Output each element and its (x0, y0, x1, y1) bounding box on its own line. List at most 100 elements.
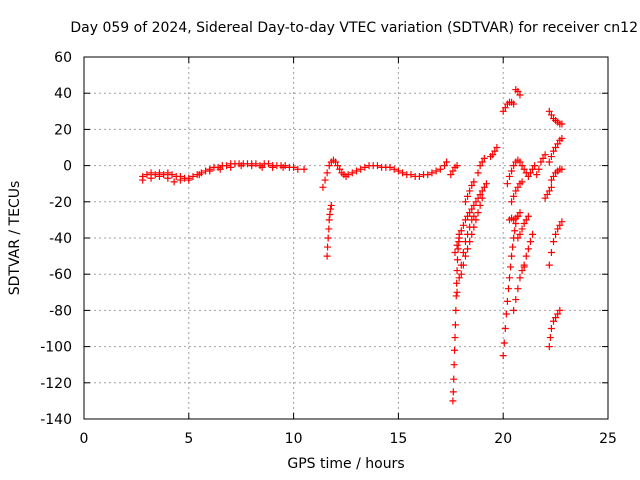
data-point (321, 176, 329, 184)
y-tick-label: -120 (40, 376, 72, 392)
data-point (554, 140, 562, 148)
data-point (511, 227, 519, 235)
data-point (453, 267, 461, 275)
data-point (516, 91, 524, 99)
data-point (510, 306, 518, 314)
data-point (545, 343, 553, 351)
data-point (447, 171, 455, 179)
data-point (505, 274, 513, 282)
data-point (436, 165, 444, 173)
data-point (505, 172, 513, 180)
data-point (503, 297, 511, 305)
data-points (139, 86, 566, 405)
data-point (407, 171, 415, 179)
data-point (195, 171, 203, 179)
data-point (480, 154, 488, 162)
data-point (319, 183, 327, 191)
data-point (529, 230, 537, 238)
data-point (170, 178, 178, 186)
data-point (545, 158, 553, 166)
data-point (547, 111, 555, 119)
data-point (524, 172, 532, 180)
data-point (399, 169, 407, 177)
x-tick-label: 20 (494, 431, 512, 447)
data-point (327, 201, 335, 209)
data-point (504, 285, 512, 293)
data-point (480, 183, 488, 191)
data-point (466, 209, 474, 217)
data-point (545, 187, 553, 195)
data-point (248, 162, 256, 170)
data-point (503, 180, 511, 188)
data-point (550, 317, 558, 325)
data-point (516, 230, 524, 238)
data-point (541, 194, 549, 202)
data-point (470, 212, 478, 220)
data-point (457, 270, 465, 278)
data-point (547, 325, 555, 332)
data-point (550, 238, 558, 246)
data-point (324, 234, 332, 242)
data-point (518, 267, 526, 275)
data-point (449, 167, 457, 175)
data-point (499, 352, 507, 360)
y-tick-label: 60 (54, 50, 72, 66)
data-point (522, 216, 530, 224)
data-point (459, 261, 467, 269)
data-point (518, 225, 526, 233)
data-point (539, 154, 547, 162)
data-point (514, 285, 522, 293)
data-point (535, 165, 543, 173)
data-point (443, 158, 451, 166)
y-tick-label: 40 (54, 86, 72, 102)
data-point (514, 87, 522, 95)
data-point (510, 192, 518, 200)
data-point (464, 192, 472, 200)
data-point (139, 176, 147, 184)
data-point (470, 178, 478, 186)
data-point (550, 172, 558, 180)
data-point (325, 225, 333, 233)
data-point (476, 191, 484, 199)
data-point (151, 171, 159, 179)
data-point (550, 147, 558, 155)
data-point (537, 158, 545, 166)
data-point (476, 201, 484, 209)
data-point (451, 334, 459, 342)
x-tick-label: 10 (285, 431, 303, 447)
data-point (558, 134, 566, 142)
data-point (459, 248, 467, 256)
y-tick-label: -140 (40, 412, 72, 428)
data-point (258, 163, 266, 171)
data-point (508, 252, 516, 260)
data-point (514, 183, 522, 191)
data-point (279, 163, 287, 171)
data-point (361, 163, 369, 171)
chart-title: Day 059 of 2024, Sidereal Day-to-day VTE… (70, 20, 638, 36)
data-point (386, 163, 394, 171)
data-point (441, 162, 449, 170)
data-point (185, 176, 193, 184)
data-point (264, 160, 272, 168)
data-point (334, 162, 342, 170)
data-point (325, 216, 333, 224)
data-point (474, 169, 482, 177)
y-tick-label: -100 (40, 340, 72, 356)
data-point (518, 162, 526, 170)
data-point (452, 306, 460, 314)
data-point (457, 227, 465, 235)
data-point (516, 158, 524, 166)
data-point (373, 162, 381, 170)
data-point (160, 171, 168, 179)
data-point (394, 167, 402, 175)
data-point (466, 187, 474, 195)
data-point (512, 296, 520, 304)
data-point (237, 162, 245, 170)
x-axis-ticks: 0 5 10 15 20 25 (80, 57, 617, 447)
x-tick-label: 5 (184, 431, 193, 447)
data-point (533, 171, 541, 179)
data-point (547, 183, 555, 191)
data-point (476, 162, 484, 170)
data-point (529, 165, 537, 173)
